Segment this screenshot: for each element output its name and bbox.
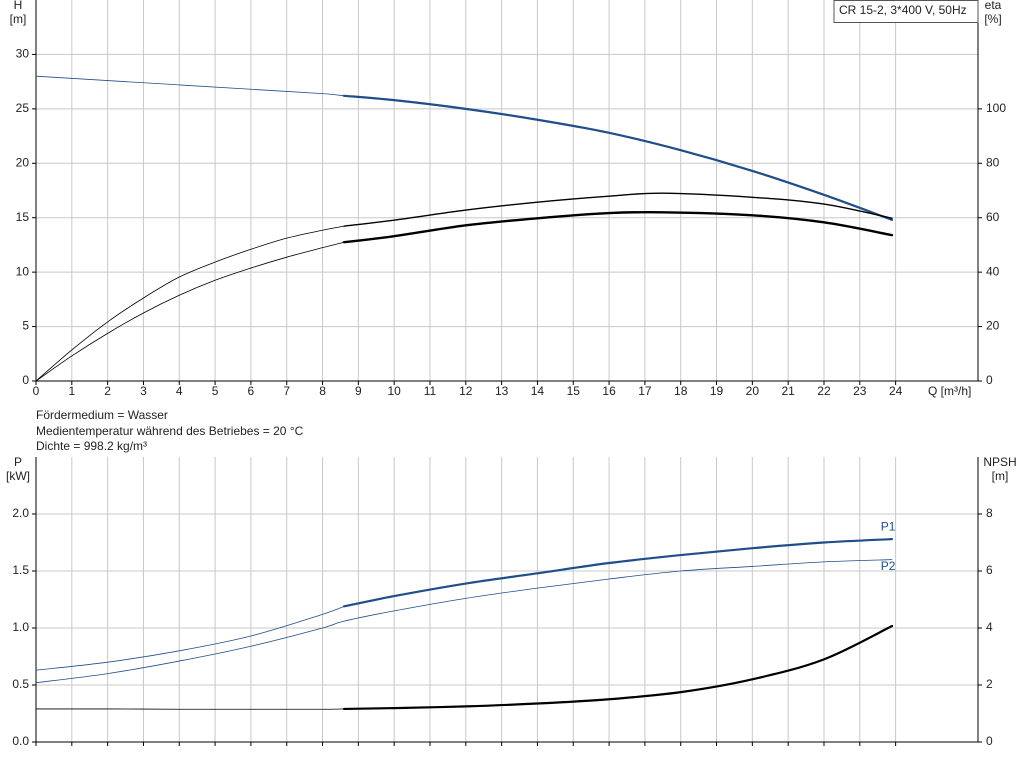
y2-tick-label: 2	[986, 677, 993, 691]
y-tick-label: 2.0	[12, 506, 29, 520]
x-tick-label: 13	[495, 384, 509, 398]
series-label: P2	[881, 559, 896, 573]
y-tick-label: 20	[16, 155, 30, 169]
y2-tick-label: 8	[986, 506, 993, 520]
y-tick-label: 0.0	[12, 734, 29, 748]
curve	[35, 225, 345, 382]
y2-axis-label: eta	[985, 0, 1002, 12]
info-line: Medientemperatur während des Betriebes =…	[36, 424, 304, 438]
x-tick-label: 24	[889, 384, 903, 398]
y-tick-label: 0.5	[12, 677, 29, 691]
y2-tick-label: 4	[986, 620, 993, 634]
x-tick-label: 4	[176, 384, 183, 398]
curve	[35, 559, 893, 684]
y-tick-label: 10	[16, 264, 30, 278]
curve	[35, 75, 345, 97]
y2-tick-label: 80	[986, 155, 1000, 169]
y2-tick-label: 100	[986, 101, 1006, 115]
y-axis-label: P	[14, 455, 22, 469]
x-tick-label: 16	[602, 384, 616, 398]
curve	[342, 94, 894, 221]
x-tick-label: 21	[781, 384, 795, 398]
x-tick-label: 5	[212, 384, 219, 398]
x-tick-label: 9	[355, 384, 362, 398]
y-tick-label: 30	[16, 47, 30, 61]
y-axis-label: [m]	[10, 12, 27, 26]
x-tick-label: 17	[638, 384, 652, 398]
y-tick-label: 1.5	[12, 563, 29, 577]
title-box	[833, 0, 979, 23]
y2-tick-label: 60	[986, 210, 1000, 224]
y-tick-label: 15	[16, 210, 30, 224]
x-tick-label: 1	[68, 384, 75, 398]
curve	[35, 241, 345, 382]
y2-axis-label: [m]	[992, 469, 1009, 483]
x-tick-label: 14	[531, 384, 545, 398]
info-line: Dichte = 998.2 kg/m³	[36, 439, 147, 453]
x-tick-label: 6	[248, 384, 255, 398]
x-tick-label: 20	[746, 384, 760, 398]
x-tick-label: 11	[424, 384, 437, 398]
y2-tick-label: 20	[986, 319, 1000, 333]
x-tick-label: 2	[104, 384, 111, 398]
y2-tick-label: 40	[986, 264, 1000, 278]
x-tick-label: 22	[817, 384, 831, 398]
x-tick-label: 8	[319, 384, 326, 398]
curve	[342, 210, 894, 244]
x-tick-label: 3	[140, 384, 147, 398]
y2-axis-label: [%]	[984, 12, 1001, 26]
x-tick-label: 18	[674, 384, 688, 398]
y-tick-label: 5	[22, 319, 29, 333]
x-tick-label: 7	[283, 384, 290, 398]
x-tick-label: 12	[459, 384, 473, 398]
y2-tick-label: 0	[986, 373, 993, 387]
y2-tick-label: 6	[986, 563, 993, 577]
x-tick-label: 0	[33, 384, 40, 398]
y-tick-label: 25	[16, 101, 30, 115]
curve	[343, 192, 893, 227]
series-label: P1	[881, 519, 896, 533]
x-tick-label: 10	[387, 384, 401, 398]
chart-title: CR 15-2, 3*400 V, 50Hz	[839, 3, 967, 17]
y-axis-label: H	[14, 0, 23, 12]
y2-tick-label: 0	[986, 734, 993, 748]
x-tick-label: 19	[710, 384, 724, 398]
curve	[342, 624, 894, 711]
y-axis-label: [kW]	[6, 469, 30, 483]
y2-axis-label: NPSH	[983, 455, 1016, 469]
x-tick-label: 15	[567, 384, 581, 398]
info-line: Fördermedium = Wasser	[36, 408, 168, 422]
curve	[35, 605, 345, 671]
x-axis-label: Q [m³/h]	[928, 384, 971, 398]
y-tick-label: 1.0	[12, 620, 29, 634]
curve	[342, 537, 894, 608]
y-tick-label: 0	[22, 373, 29, 387]
x-tick-label: 23	[853, 384, 867, 398]
